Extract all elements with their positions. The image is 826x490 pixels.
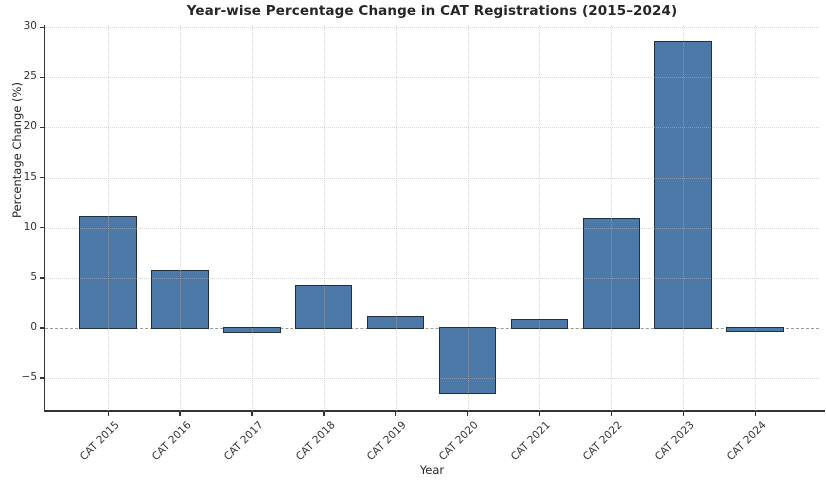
v-gridline bbox=[251, 25, 253, 411]
v-gridline bbox=[323, 25, 325, 411]
h-gridline bbox=[45, 227, 819, 229]
chart-title: Year-wise Percentage Change in CAT Regis… bbox=[186, 3, 678, 19]
y-tick-label-text: −5 bbox=[21, 370, 37, 383]
x-tick-mark bbox=[107, 411, 109, 416]
v-gridline bbox=[395, 25, 397, 411]
v-gridline bbox=[755, 25, 757, 411]
h-gridline bbox=[45, 27, 819, 29]
x-tick-label-text: CAT 2018 bbox=[293, 419, 338, 463]
x-tick-mark bbox=[323, 411, 325, 416]
h-gridline bbox=[45, 77, 819, 79]
v-gridline bbox=[683, 25, 685, 411]
v-gridline bbox=[611, 25, 613, 411]
v-gridline bbox=[179, 25, 181, 411]
x-tick-label-text: CAT 2023 bbox=[652, 419, 697, 463]
h-gridline bbox=[45, 177, 819, 179]
y-tick-label-text: 25 bbox=[23, 70, 37, 83]
y-tick-mark bbox=[40, 126, 44, 129]
x-tick-label-text: CAT 2020 bbox=[437, 419, 481, 463]
x-tick-label-text: CAT 2017 bbox=[221, 419, 266, 463]
plot-area bbox=[45, 25, 819, 411]
x-tick-mark bbox=[610, 411, 613, 416]
y-tick-mark bbox=[40, 26, 44, 29]
y-tick-label-text: 5 bbox=[30, 270, 37, 283]
x-tick-mark bbox=[467, 411, 469, 416]
h-gridline bbox=[45, 377, 819, 379]
y-tick-mark bbox=[40, 327, 44, 329]
v-gridline bbox=[108, 25, 109, 411]
y-tick-mark bbox=[40, 277, 44, 279]
h-gridline bbox=[45, 277, 819, 279]
y-axis-spine bbox=[44, 25, 46, 412]
y-tick-mark bbox=[40, 227, 44, 229]
x-axis-spine bbox=[44, 410, 825, 412]
y-tick-label-text: 0 bbox=[30, 320, 37, 333]
x-tick-label-text: CAT 2016 bbox=[149, 419, 194, 463]
x-tick-mark bbox=[179, 411, 181, 416]
y-tick-mark bbox=[40, 76, 44, 79]
x-tick-label-text: CAT 2019 bbox=[365, 419, 410, 463]
h-gridline bbox=[45, 127, 819, 129]
y-tick-label-text: 30 bbox=[23, 20, 37, 33]
zero-baseline bbox=[45, 327, 819, 329]
x-tick-mark bbox=[538, 411, 541, 416]
x-tick-label-text: CAT 2021 bbox=[508, 419, 553, 463]
v-gridline bbox=[539, 25, 541, 411]
x-tick-label-text: CAT 2024 bbox=[724, 419, 769, 463]
x-tick-mark bbox=[754, 411, 756, 416]
x-tick-mark bbox=[251, 411, 253, 416]
y-tick-label-text: 20 bbox=[23, 120, 37, 133]
x-tick-label-text: CAT 2022 bbox=[580, 419, 625, 463]
v-gridline bbox=[467, 25, 469, 411]
y-tick-label-text: 15 bbox=[23, 170, 37, 183]
x-tick-mark bbox=[682, 411, 685, 416]
x-axis-label: Year bbox=[419, 463, 445, 477]
x-tick-mark bbox=[395, 411, 397, 416]
x-tick-label-text: CAT 2015 bbox=[77, 419, 122, 463]
y-tick-label-text: 10 bbox=[23, 220, 37, 233]
y-tick-mark bbox=[40, 177, 44, 179]
y-tick-mark bbox=[40, 377, 44, 379]
